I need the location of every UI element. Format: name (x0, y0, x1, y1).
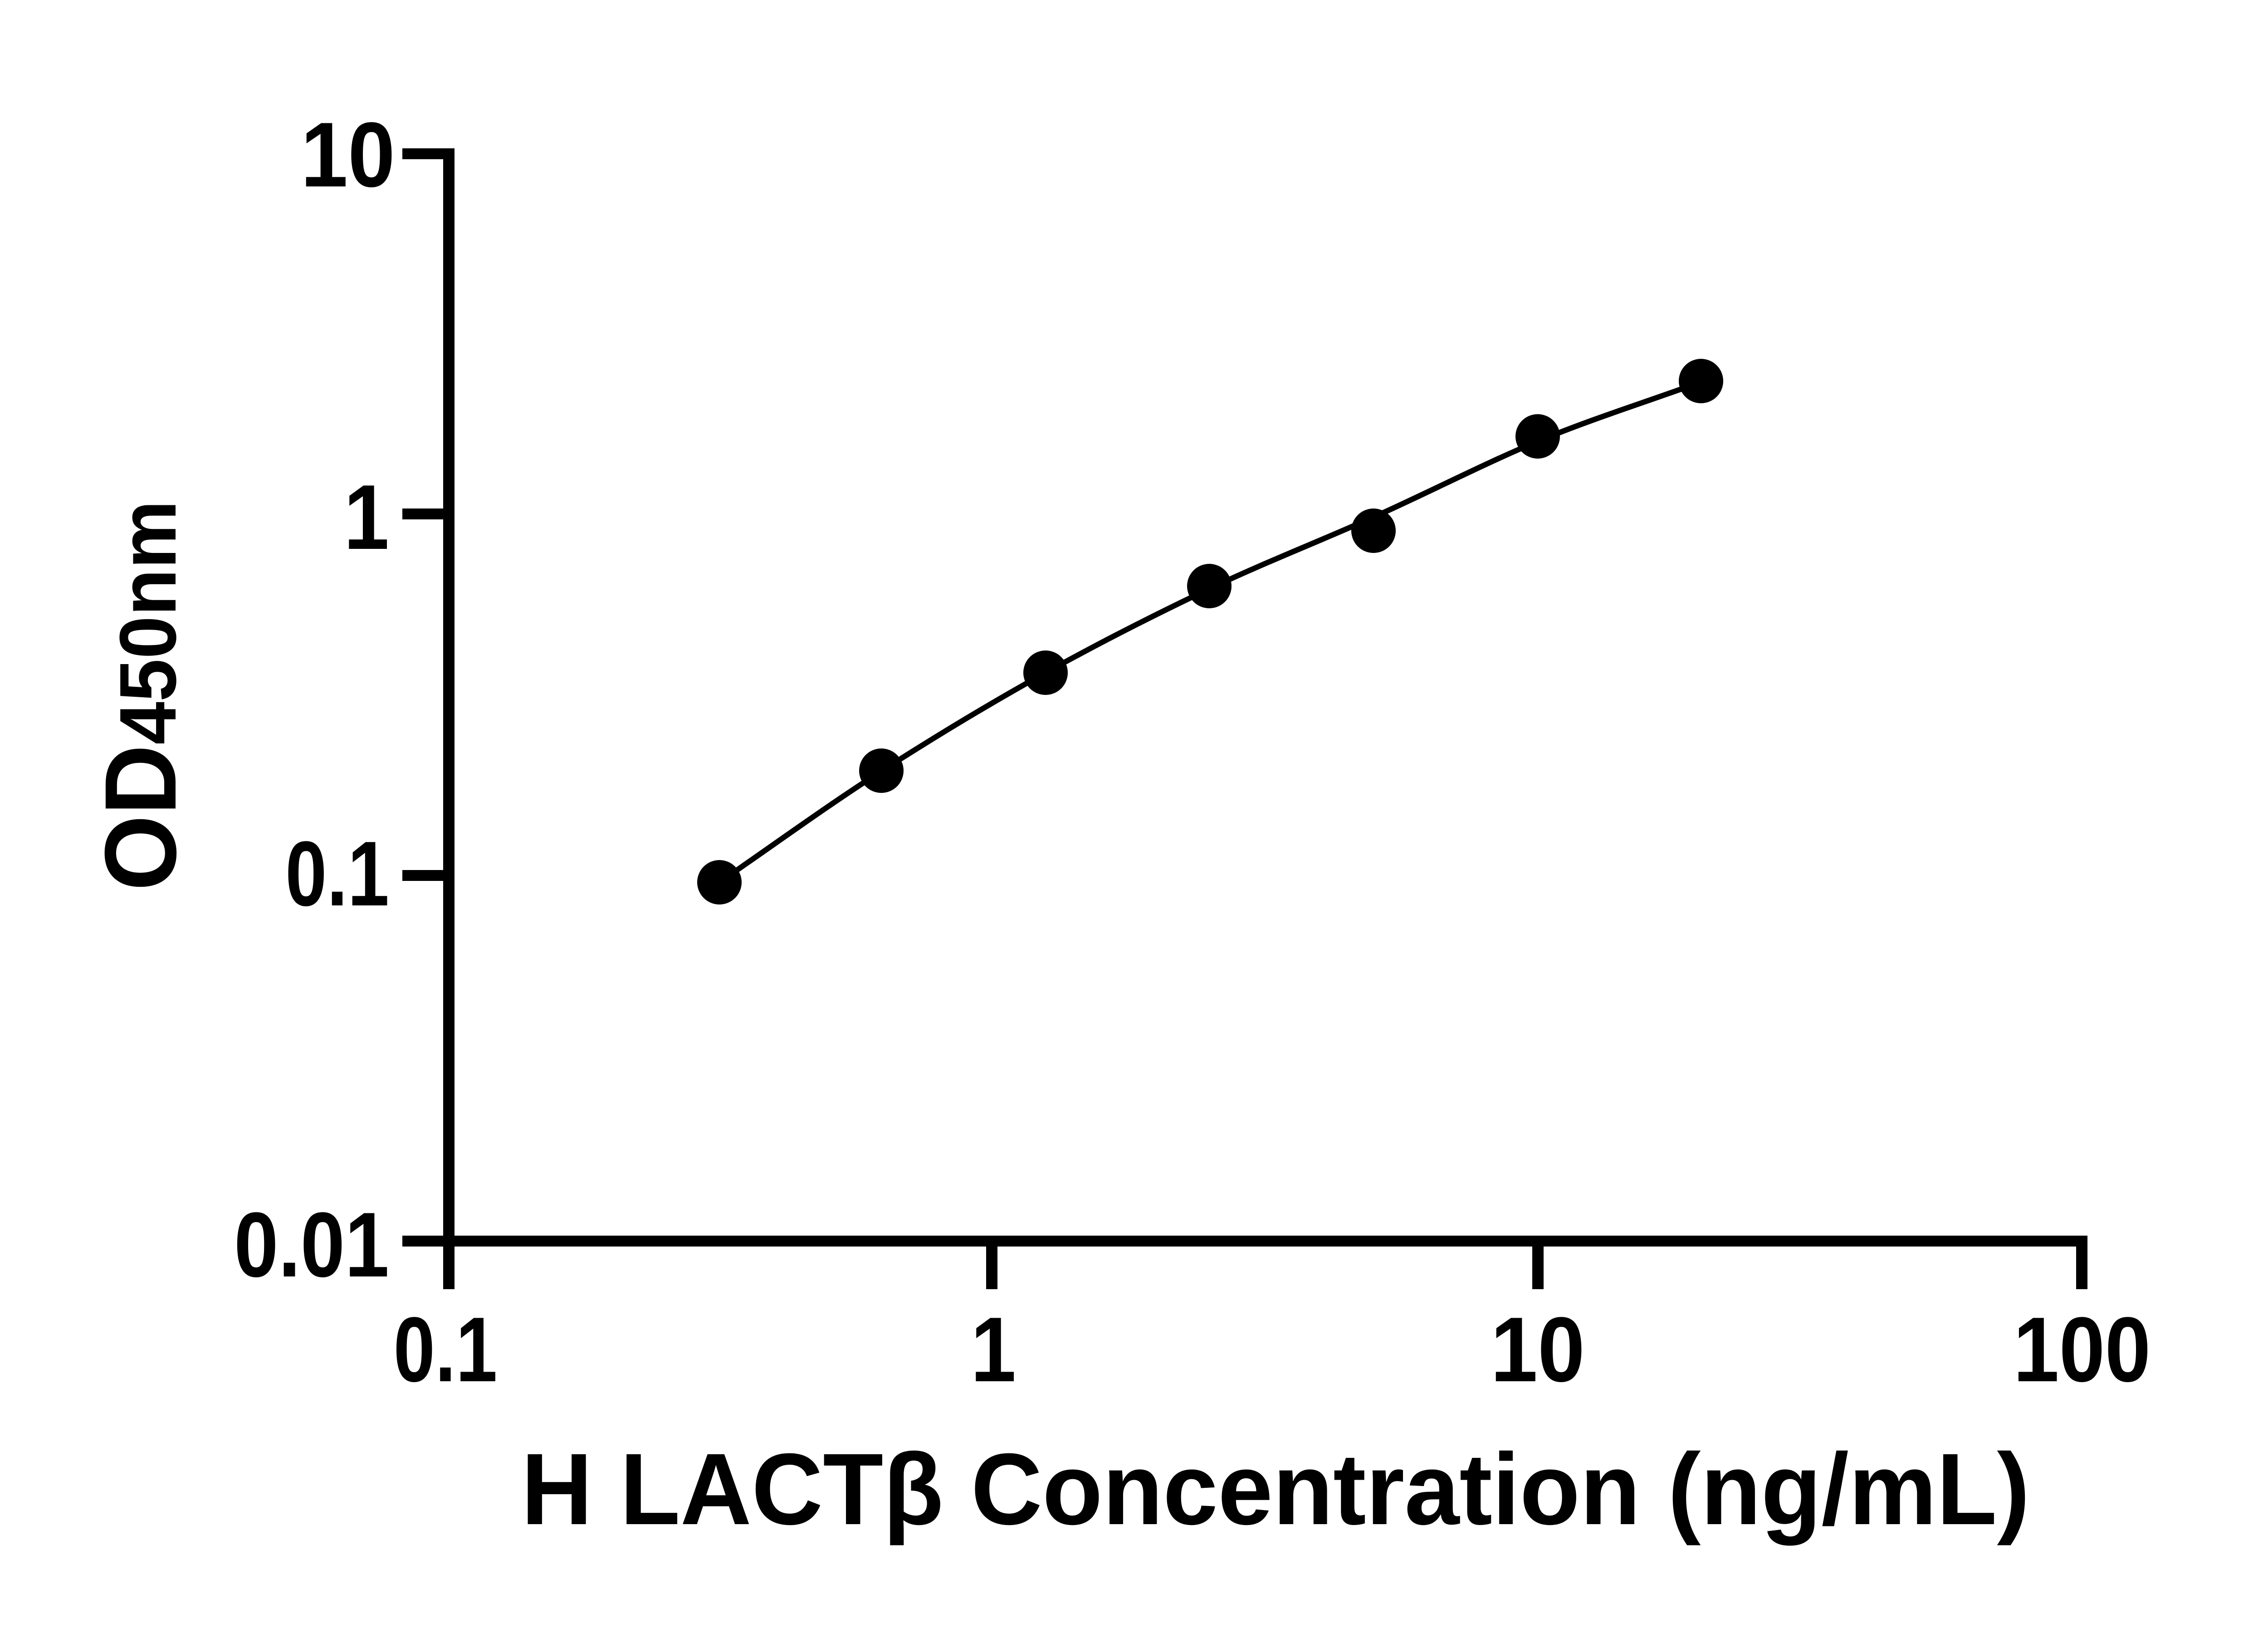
svg-text:OD450nm: OD450nm (84, 500, 197, 891)
svg-text:0.1: 0.1 (285, 822, 389, 925)
svg-text:0.1: 0.1 (394, 1298, 498, 1401)
svg-text:10: 10 (301, 103, 395, 206)
svg-text:1: 1 (971, 1298, 1016, 1401)
svg-text:100: 100 (2014, 1298, 2151, 1401)
svg-text:H LACTβ Concentration (ng/mL): H LACTβ Concentration (ng/mL) (521, 1433, 2030, 1546)
svg-text:10: 10 (1491, 1298, 1585, 1401)
svg-text:0.01: 0.01 (234, 1193, 389, 1296)
svg-text:1: 1 (344, 466, 389, 569)
